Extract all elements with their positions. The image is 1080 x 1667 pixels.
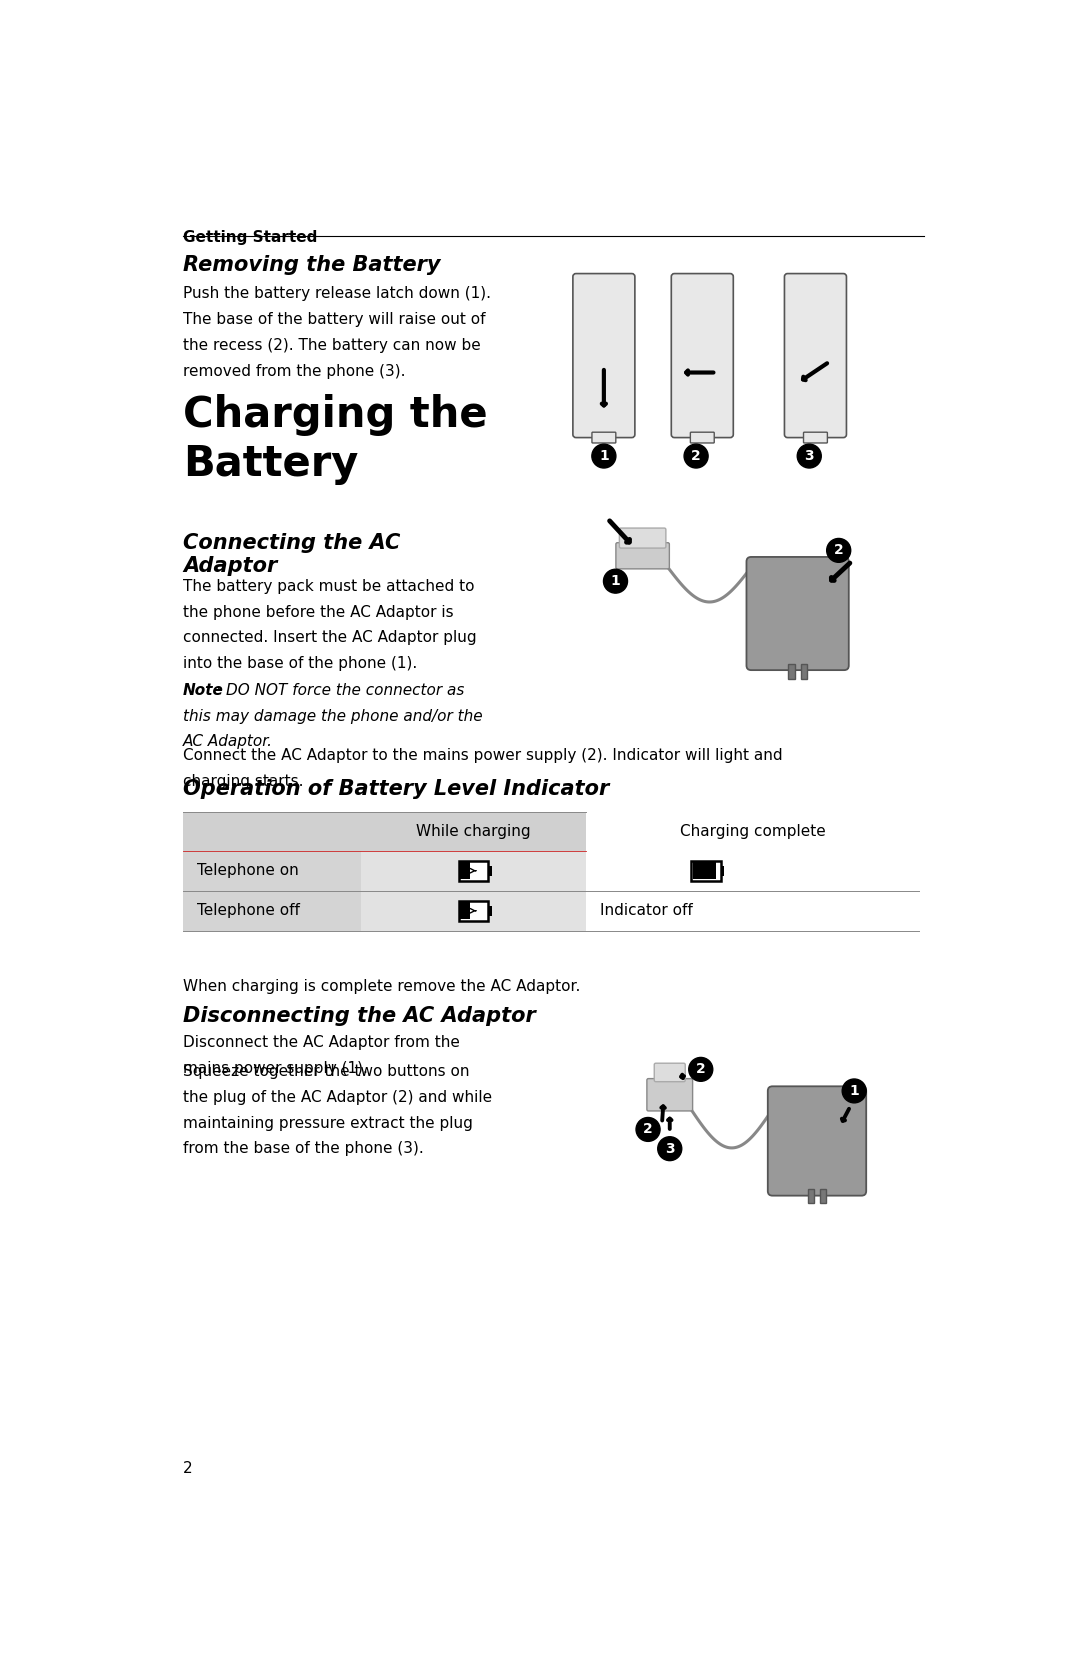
Text: 1: 1	[599, 448, 609, 463]
Text: 1: 1	[610, 573, 620, 588]
Bar	[460, 862, 471, 879]
Text: The base of the battery will raise out of: The base of the battery will raise out o…	[183, 312, 486, 327]
Text: Disconnect the AC Adaptor from the: Disconnect the AC Adaptor from the	[183, 1035, 460, 1050]
FancyBboxPatch shape	[804, 432, 827, 443]
FancyBboxPatch shape	[616, 543, 670, 568]
Text: Disconnecting the AC Adaptor: Disconnecting the AC Adaptor	[183, 1007, 536, 1027]
Text: Operation of Battery Level Indicator: Operation of Battery Level Indicator	[183, 778, 609, 798]
Circle shape	[604, 568, 627, 593]
FancyBboxPatch shape	[672, 273, 733, 437]
Circle shape	[826, 538, 851, 562]
Text: mains power supply (1).: mains power supply (1).	[183, 1060, 368, 1075]
Text: Connecting the AC
Adaptor: Connecting the AC Adaptor	[183, 533, 401, 575]
Text: Getting Started: Getting Started	[183, 230, 318, 245]
Text: Charging the
Battery: Charging the Battery	[183, 393, 488, 485]
Text: Telephone on: Telephone on	[197, 864, 299, 879]
Text: Squeeze together the two buttons on: Squeeze together the two buttons on	[183, 1064, 470, 1079]
Text: Note: Note	[183, 683, 224, 698]
Bar	[362, 890, 586, 930]
Text: the recess (2). The battery can now be: the recess (2). The battery can now be	[183, 338, 481, 353]
Text: Indicator off: Indicator off	[600, 904, 692, 919]
Text: connected. Insert the AC Adaptor plug: connected. Insert the AC Adaptor plug	[183, 630, 476, 645]
FancyBboxPatch shape	[768, 1087, 866, 1195]
Bar	[459, 900, 488, 920]
Bar	[459, 860, 488, 880]
Text: Telephone off: Telephone off	[197, 904, 300, 919]
Text: 3: 3	[805, 448, 814, 463]
Text: When charging is complete remove the AC Adaptor.: When charging is complete remove the AC …	[183, 979, 580, 994]
Text: 2: 2	[644, 1122, 653, 1137]
FancyBboxPatch shape	[784, 273, 847, 437]
Bar	[183, 812, 586, 850]
Bar	[721, 865, 725, 875]
Text: The battery pack must be attached to: The battery pack must be attached to	[183, 578, 474, 593]
Bar	[820, 1189, 826, 1202]
Circle shape	[689, 1057, 713, 1082]
Text: this may damage the phone and/or the: this may damage the phone and/or the	[183, 708, 483, 723]
Text: 1: 1	[849, 1084, 859, 1099]
Text: Removing the Battery: Removing the Battery	[183, 255, 441, 275]
Text: 2: 2	[183, 1460, 192, 1475]
Bar	[488, 865, 491, 875]
Bar	[488, 905, 491, 915]
Bar	[691, 860, 721, 880]
Text: 2: 2	[696, 1062, 705, 1077]
Text: Charging complete: Charging complete	[679, 823, 825, 839]
Bar	[362, 850, 586, 890]
Text: AC Adaptor.: AC Adaptor.	[183, 735, 273, 750]
Bar	[183, 890, 362, 930]
Text: While charging: While charging	[417, 823, 531, 839]
Text: 2: 2	[834, 543, 843, 557]
Text: 3: 3	[665, 1142, 675, 1155]
Text: Push the battery release latch down (1).: Push the battery release latch down (1).	[183, 287, 491, 302]
Text: maintaining pressure extract the plug: maintaining pressure extract the plug	[183, 1115, 473, 1130]
FancyBboxPatch shape	[746, 557, 849, 670]
Text: 2: 2	[691, 448, 701, 463]
Text: from the base of the phone (3).: from the base of the phone (3).	[183, 1142, 423, 1157]
Circle shape	[636, 1117, 660, 1142]
Text: charging starts.: charging starts.	[183, 773, 303, 788]
Circle shape	[684, 443, 708, 468]
Text: the plug of the AC Adaptor (2) and while: the plug of the AC Adaptor (2) and while	[183, 1090, 492, 1105]
FancyBboxPatch shape	[654, 1064, 685, 1082]
FancyBboxPatch shape	[619, 528, 666, 548]
Circle shape	[592, 443, 616, 468]
Text: : DO NOT force the connector as: : DO NOT force the connector as	[216, 683, 464, 698]
Circle shape	[658, 1137, 681, 1160]
Bar	[460, 902, 471, 920]
Bar	[808, 1189, 814, 1202]
Circle shape	[842, 1079, 866, 1104]
FancyBboxPatch shape	[592, 432, 616, 443]
Circle shape	[797, 443, 821, 468]
Text: into the base of the phone (1).: into the base of the phone (1).	[183, 657, 417, 672]
Bar	[788, 663, 795, 680]
FancyBboxPatch shape	[690, 432, 714, 443]
FancyBboxPatch shape	[572, 273, 635, 437]
Text: removed from the phone (3).: removed from the phone (3).	[183, 363, 406, 378]
Bar	[183, 850, 362, 890]
Text: Connect the AC Adaptor to the mains power supply (2). Indicator will light and: Connect the AC Adaptor to the mains powe…	[183, 748, 783, 763]
Bar	[800, 663, 807, 680]
Bar	[693, 862, 716, 879]
FancyBboxPatch shape	[647, 1079, 692, 1110]
Text: the phone before the AC Adaptor is: the phone before the AC Adaptor is	[183, 605, 454, 620]
